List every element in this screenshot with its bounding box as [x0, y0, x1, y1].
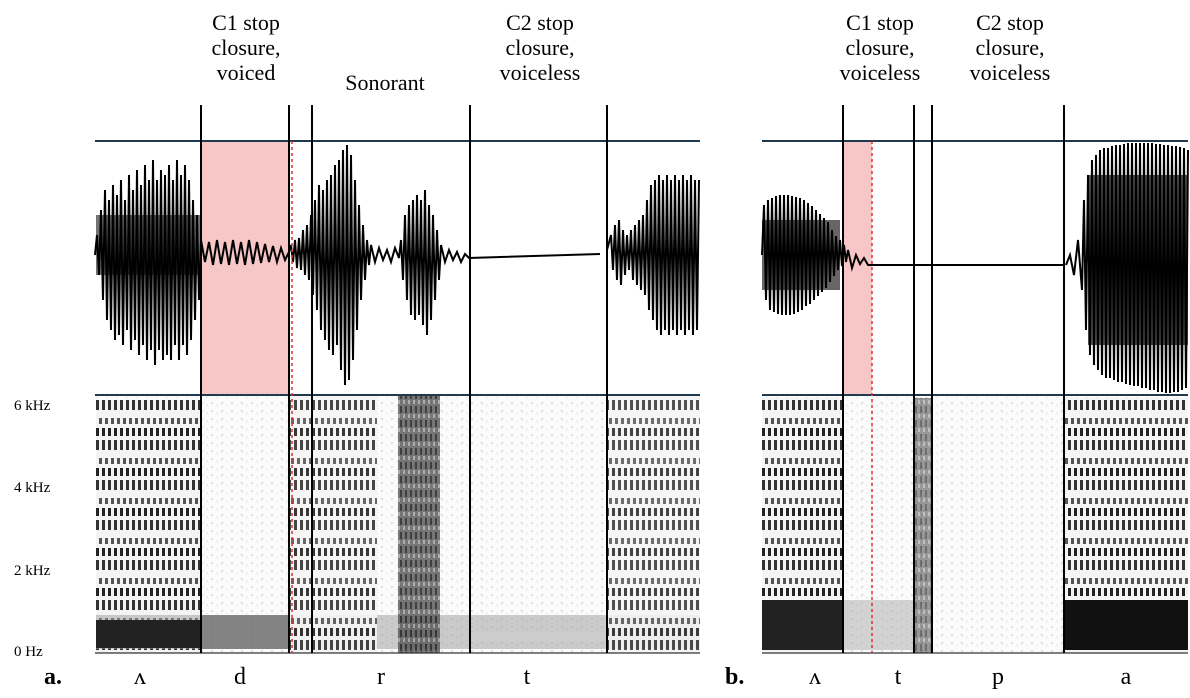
- ytick-6khz: 6 kHz: [14, 398, 51, 414]
- label-c2-voiceless-a: C2 stop closure, voiceless: [499, 10, 581, 85]
- ytick-2khz: 2 kHz: [14, 563, 51, 579]
- segment-a-4: t: [523, 664, 531, 690]
- label-sonorant: Sonorant: [345, 70, 425, 95]
- spectrogram-b: [762, 395, 1188, 653]
- c1-voiceless-highlight: [843, 142, 872, 394]
- label-c1-voiced: C1 stop closure, voiced: [211, 10, 281, 85]
- panel-b: [761, 105, 1189, 654]
- segment-b-2: t: [894, 664, 902, 690]
- c1-voiced-highlight: [201, 142, 289, 394]
- segment-a-2: d: [234, 664, 246, 690]
- panel-a: [94, 105, 700, 654]
- panel-letter-b: b.: [725, 664, 745, 690]
- segment-a-3: r: [377, 664, 385, 690]
- label-c2-voiceless-b: C2 stop closure, voiceless: [969, 10, 1051, 85]
- segment-b-1: ʌ: [809, 664, 821, 690]
- segment-b-3: p: [992, 664, 1004, 690]
- segment-b-4: a: [1120, 664, 1132, 690]
- spectrogram-a: [96, 395, 700, 653]
- ytick-0hz: 0 Hz: [14, 644, 43, 660]
- ytick-4khz: 4 kHz: [14, 480, 51, 496]
- label-c1-voiceless-b: C1 stop closure, voiceless: [839, 10, 921, 85]
- panel-letter-a: a.: [44, 664, 62, 690]
- segment-a-1: ʌ: [134, 664, 146, 690]
